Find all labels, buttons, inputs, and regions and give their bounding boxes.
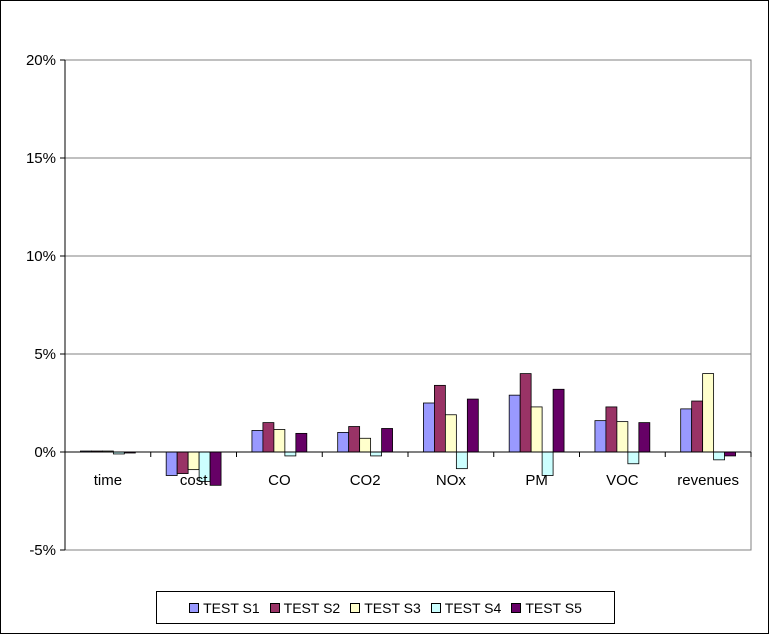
bar-revenues-test-s5	[724, 451, 736, 457]
bar-VOC-test-s4	[627, 451, 640, 465]
y-tick-label: 5%	[34, 346, 56, 363]
x-category-label: NOx	[436, 472, 467, 489]
bar-NOx-test-s5	[466, 398, 479, 453]
legend-swatch	[269, 602, 280, 613]
bar-revenues-test-s4	[713, 451, 725, 461]
legend-swatch	[189, 602, 200, 613]
y-tick-label: 20%	[26, 52, 56, 69]
bar-CO-test-s1	[251, 430, 264, 453]
bar-PM-test-s5	[552, 388, 565, 453]
legend-swatch	[430, 602, 441, 613]
bar-VOC-test-s3	[616, 421, 629, 453]
legend-swatch	[350, 602, 361, 613]
bar-CO2-test-s1	[337, 431, 350, 453]
bar-NOx-test-s1	[423, 402, 435, 453]
y-axis-tick-labels: -5% 0% 5% 10% 15% 20%	[26, 52, 56, 559]
x-category-label: revenues	[677, 472, 739, 489]
bar-cost-test-s1	[165, 451, 178, 476]
bar-VOC-test-s5	[638, 422, 651, 453]
legend: TEST S1 TEST S2 TEST S3 TEST S4 TEST S5	[156, 591, 615, 624]
bar-revenues-test-s1	[680, 408, 693, 453]
bar-CO2-test-s4	[370, 451, 382, 457]
x-category-label: cost	[180, 472, 208, 489]
bar-NOx-test-s3	[444, 414, 457, 453]
y-tick-label: 15%	[26, 150, 56, 167]
x-category-label: VOC	[606, 472, 639, 489]
legend-item: TEST S5	[511, 600, 582, 616]
plot-area	[64, 59, 752, 551]
legend-item: TEST S4	[430, 599, 502, 616]
y-tick-label: 0%	[34, 444, 56, 461]
legend-label: TEST S4	[444, 599, 502, 616]
bar-NOx-test-s2	[434, 384, 446, 453]
bar-cost-test-s3	[187, 451, 200, 471]
bar-VOC-test-s1	[594, 420, 607, 453]
legend-item: TEST S2	[269, 599, 341, 616]
x-category-label: CO2	[350, 472, 381, 489]
axes	[60, 59, 752, 551]
y-tick-label: 10%	[26, 248, 56, 265]
bar-revenues-test-s2	[691, 400, 704, 453]
bar-CO2-test-s3	[359, 437, 372, 453]
legend-label: TEST S1	[203, 599, 260, 616]
legend-item: TEST S3	[350, 600, 421, 616]
legend-swatch	[511, 602, 522, 613]
legend-label: TEST S3	[364, 599, 421, 616]
legend-label: TEST S2	[283, 599, 341, 616]
bar-NOx-test-s4	[455, 451, 468, 470]
bar-PM-test-s2	[519, 373, 532, 453]
bar-PM-test-s3	[530, 406, 543, 453]
x-category-label: time	[94, 472, 122, 489]
bar-VOC-test-s2	[605, 406, 618, 453]
bar-CO-test-s2	[262, 422, 275, 453]
bar-CO-test-s3	[273, 429, 286, 453]
x-category-label: CO	[268, 472, 291, 489]
x-category-label: PM	[525, 472, 548, 489]
bar-cost-test-s2	[176, 451, 189, 474]
bar-CO-test-s4	[284, 451, 297, 457]
bar-CO2-test-s5	[381, 428, 393, 453]
bars	[80, 373, 736, 486]
x-axis-category-labels: time cost CO CO2 NOx PM VOC revenues	[94, 472, 739, 489]
bar-CO2-test-s2	[348, 426, 361, 453]
y-tick-label: -5%	[29, 542, 56, 559]
gridlines	[64, 59, 752, 551]
bar-revenues-test-s3	[702, 373, 715, 453]
bar-cost-test-s5	[209, 451, 222, 486]
legend-item: TEST S1	[189, 600, 260, 616]
legend-label: TEST S5	[525, 599, 582, 616]
bar-CO-test-s5	[295, 432, 308, 453]
bar-PM-test-s1	[508, 394, 521, 453]
